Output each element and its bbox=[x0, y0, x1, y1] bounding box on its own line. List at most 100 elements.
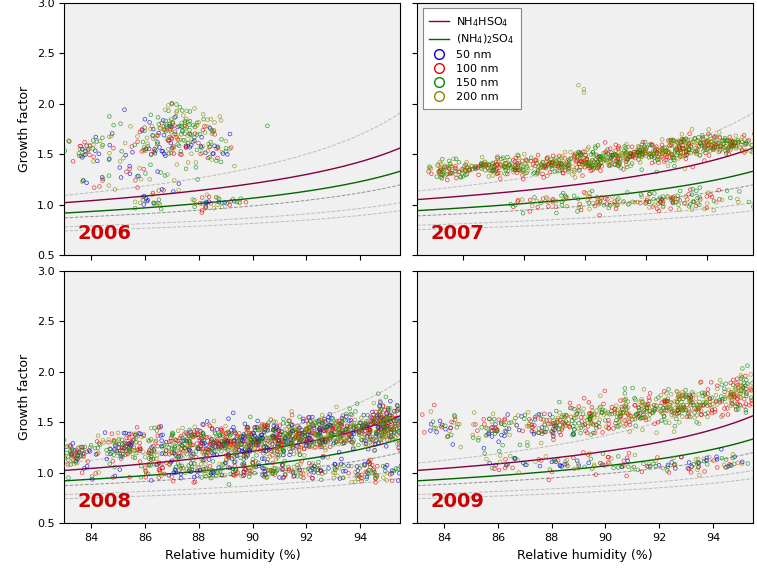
Point bbox=[384, 410, 396, 419]
Point bbox=[329, 460, 341, 469]
Point bbox=[507, 156, 519, 165]
Point bbox=[307, 474, 319, 483]
Point bbox=[586, 402, 598, 412]
Point bbox=[123, 430, 136, 439]
Point bbox=[385, 417, 397, 427]
Point bbox=[506, 463, 519, 473]
Point bbox=[643, 140, 656, 150]
Point bbox=[675, 397, 687, 407]
Point bbox=[719, 141, 731, 151]
Point bbox=[501, 170, 513, 179]
Point bbox=[71, 446, 83, 455]
Point bbox=[560, 417, 572, 426]
Point bbox=[660, 147, 672, 156]
Point bbox=[623, 152, 635, 161]
Point bbox=[596, 408, 608, 417]
Point bbox=[680, 390, 692, 400]
Point bbox=[252, 444, 264, 454]
Point bbox=[225, 435, 237, 444]
Point bbox=[385, 412, 397, 421]
Point bbox=[287, 426, 299, 435]
Point bbox=[491, 164, 503, 174]
Point bbox=[274, 430, 286, 439]
Point bbox=[653, 195, 665, 204]
Point bbox=[168, 448, 180, 457]
Point bbox=[156, 449, 168, 458]
Point bbox=[668, 155, 680, 164]
Point bbox=[388, 426, 400, 435]
Point bbox=[254, 435, 266, 444]
Point bbox=[170, 130, 182, 139]
Point bbox=[196, 208, 208, 217]
Point bbox=[316, 420, 328, 429]
Point bbox=[185, 427, 197, 436]
Point bbox=[730, 141, 742, 151]
Point bbox=[170, 435, 182, 444]
Point bbox=[673, 205, 685, 214]
Point bbox=[588, 413, 600, 422]
Point bbox=[62, 460, 74, 469]
Point bbox=[124, 447, 136, 457]
Point bbox=[634, 409, 646, 418]
Point bbox=[646, 158, 658, 167]
Point bbox=[547, 431, 559, 440]
Point bbox=[243, 435, 255, 444]
Point bbox=[114, 163, 126, 172]
Point bbox=[682, 464, 694, 473]
Point bbox=[584, 161, 596, 170]
Point bbox=[583, 458, 595, 467]
Point bbox=[590, 470, 602, 479]
Point bbox=[202, 154, 214, 163]
Point bbox=[577, 409, 589, 419]
Point bbox=[512, 159, 525, 168]
Point bbox=[174, 448, 186, 458]
Point bbox=[578, 404, 590, 413]
Point bbox=[362, 417, 374, 426]
Point bbox=[435, 165, 447, 174]
Point bbox=[550, 457, 562, 466]
Point bbox=[129, 204, 141, 213]
Point bbox=[636, 152, 648, 162]
Point bbox=[203, 192, 215, 201]
Point bbox=[665, 204, 677, 213]
Point bbox=[562, 462, 574, 471]
Point bbox=[631, 151, 643, 160]
Point bbox=[700, 137, 712, 147]
Point bbox=[403, 462, 415, 471]
Point bbox=[604, 154, 616, 163]
Point bbox=[210, 472, 223, 481]
Point bbox=[657, 202, 669, 212]
Point bbox=[75, 451, 87, 461]
Point bbox=[712, 381, 724, 390]
Point bbox=[220, 437, 232, 446]
Point bbox=[129, 434, 142, 443]
Point bbox=[636, 150, 648, 159]
Point bbox=[599, 406, 611, 415]
Point bbox=[566, 170, 578, 179]
Point bbox=[557, 189, 569, 198]
Point bbox=[114, 465, 126, 474]
Point bbox=[454, 172, 466, 181]
Point bbox=[699, 143, 711, 152]
Point bbox=[339, 436, 351, 446]
Point bbox=[218, 460, 230, 469]
Point bbox=[464, 166, 476, 175]
Point bbox=[257, 448, 269, 458]
Point bbox=[612, 452, 625, 461]
Point bbox=[533, 455, 545, 464]
Point bbox=[522, 408, 534, 417]
Point bbox=[123, 439, 136, 448]
Point bbox=[283, 465, 295, 474]
Point bbox=[322, 413, 335, 422]
Point bbox=[615, 163, 627, 172]
Point bbox=[755, 462, 757, 471]
Point bbox=[416, 410, 428, 419]
Point bbox=[369, 473, 382, 482]
Point bbox=[646, 152, 658, 161]
Point bbox=[104, 449, 117, 458]
Point bbox=[90, 132, 102, 141]
Point bbox=[154, 431, 167, 440]
Point bbox=[125, 442, 137, 451]
Point bbox=[567, 429, 579, 438]
Point bbox=[285, 434, 298, 443]
